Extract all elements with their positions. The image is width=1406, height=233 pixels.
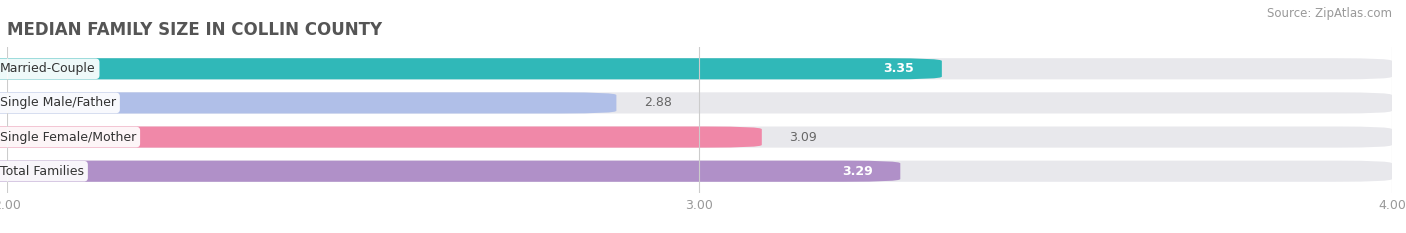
FancyBboxPatch shape — [0, 127, 1392, 148]
FancyBboxPatch shape — [0, 92, 1392, 113]
FancyBboxPatch shape — [0, 58, 1392, 79]
Text: 3.35: 3.35 — [883, 62, 914, 75]
FancyBboxPatch shape — [0, 58, 942, 79]
Text: Source: ZipAtlas.com: Source: ZipAtlas.com — [1267, 7, 1392, 20]
Text: Married-Couple: Married-Couple — [0, 62, 96, 75]
Text: Total Families: Total Families — [0, 165, 84, 178]
FancyBboxPatch shape — [0, 127, 762, 148]
Text: 3.09: 3.09 — [790, 130, 817, 144]
Text: MEDIAN FAMILY SIZE IN COLLIN COUNTY: MEDIAN FAMILY SIZE IN COLLIN COUNTY — [7, 21, 382, 39]
Text: 3.29: 3.29 — [842, 165, 873, 178]
FancyBboxPatch shape — [0, 92, 616, 113]
FancyBboxPatch shape — [0, 161, 900, 182]
FancyBboxPatch shape — [0, 161, 1392, 182]
Text: Single Male/Father: Single Male/Father — [0, 96, 117, 110]
Text: 2.88: 2.88 — [644, 96, 672, 110]
Text: Single Female/Mother: Single Female/Mother — [0, 130, 136, 144]
